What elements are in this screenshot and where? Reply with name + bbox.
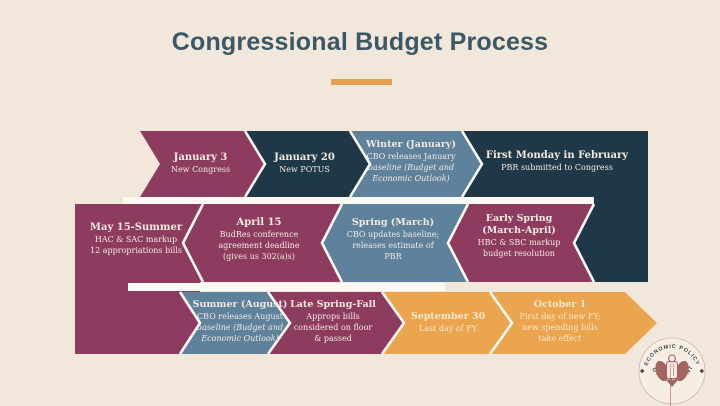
- step-line: take effect: [538, 334, 582, 343]
- row-divider-band-1: [123, 197, 593, 204]
- step-first-monday-february: First Monday in February PBR submitted t…: [472, 150, 642, 173]
- step-line: Approps bills: [306, 312, 360, 321]
- step-title: September 30: [410, 311, 486, 322]
- step-january-20: January 20 New POTUS: [252, 152, 357, 175]
- step-line: & passed: [314, 334, 352, 343]
- step-winter-january: Winter (January) CBO releases January ba…: [352, 139, 470, 184]
- step-line: (gives us 302(a)s): [222, 252, 295, 261]
- chevron-may-15-summer: [75, 204, 203, 282]
- step-summer-august: Summer (August) CBO releases August base…: [188, 299, 292, 344]
- logo-diamond-right: [699, 368, 704, 374]
- title-underline: [331, 79, 392, 85]
- step-title: First Monday in February: [485, 150, 629, 161]
- step-line: 12 appropriations bills: [90, 246, 182, 255]
- chevron-summer-august: [180, 292, 290, 354]
- step-october-1: October 1 First day of new FY; new spend…: [498, 299, 622, 344]
- step-april-15: April 15 BudRes conference agreement dea…: [198, 217, 320, 262]
- step-september-30: September 30 Last day of FY: [392, 311, 504, 334]
- step-late-spring-fall: Late Spring-Fall Approps bills considere…: [274, 299, 392, 344]
- chevron-first-monday-connector: [462, 131, 648, 282]
- step-line: First day of new FY;: [519, 312, 601, 321]
- chevron-winter-january: [350, 131, 482, 197]
- step-title: Early Spring: [485, 213, 553, 224]
- step-january-3: January 3 New Congress: [148, 152, 253, 175]
- step-line: BudRes conference: [219, 230, 299, 239]
- step-line: CBO updates baseline;: [346, 230, 440, 239]
- chevron-april-15: [183, 204, 342, 282]
- page-title: Congressional Budget Process: [171, 28, 549, 56]
- chevron-early-spring: [448, 204, 594, 282]
- step-line: PBR submitted to Congress: [501, 163, 613, 172]
- step-title: Spring (March): [351, 217, 435, 228]
- logo-diamond-left: [640, 368, 645, 374]
- step-early-spring: Early Spring (March-April) HBC & SBC mar…: [460, 213, 578, 259]
- step-line: new spending bills: [522, 323, 598, 332]
- step-title: Summer (August): [192, 299, 288, 310]
- step-line: New POTUS: [279, 165, 330, 174]
- step-title: October 1: [533, 299, 587, 310]
- eagle-emblem-icon: [655, 354, 689, 406]
- left-connector-block: [75, 282, 200, 354]
- step-line: baseline (Budget and: [367, 163, 455, 172]
- step-line: considered on floor: [293, 323, 373, 332]
- chevron-spring-march: [322, 204, 468, 282]
- chevron-january-3: [140, 131, 265, 197]
- chevron-january-20: [245, 131, 370, 197]
- step-line: baseline (Budget and: [196, 323, 284, 332]
- step-title-2: (March-April): [482, 225, 556, 236]
- step-line: PBR: [384, 252, 402, 261]
- step-line: budget resolution: [483, 249, 555, 258]
- step-title: Late Spring-Fall: [290, 299, 376, 310]
- step-title: January 20: [274, 152, 335, 163]
- step-line: Last day of FY: [418, 324, 478, 333]
- step-may-15-summer: May 15-Summer HAC & SAC markup 12 approp…: [80, 222, 192, 256]
- step-title: Winter (January): [366, 139, 456, 150]
- chevron-late-spring-fall: [268, 292, 404, 354]
- step-line: agreement deadline: [218, 241, 300, 250]
- step-line: Economic Outlook): [201, 334, 279, 343]
- step-title: April 15: [236, 217, 282, 228]
- step-line: CBO releases August: [197, 312, 283, 321]
- step-line: CBO releases January: [366, 152, 456, 161]
- row-divider-band-2: [128, 283, 445, 291]
- step-line: Economic Outlook): [372, 174, 450, 183]
- step-title: January 3: [173, 152, 228, 163]
- step-line: New Congress: [170, 165, 231, 174]
- step-title: May 15-Summer: [89, 222, 183, 233]
- chevron-september-30: [382, 292, 512, 354]
- step-line: HBC & SBC markup: [477, 238, 561, 247]
- step-line: releases estimate of: [352, 241, 434, 250]
- step-spring-march: Spring (March) CBO updates baseline; rel…: [332, 217, 454, 262]
- chevron-separators: [178, 130, 596, 355]
- chevron-october-1: [490, 292, 657, 354]
- step-line: HAC & SAC markup: [94, 235, 178, 244]
